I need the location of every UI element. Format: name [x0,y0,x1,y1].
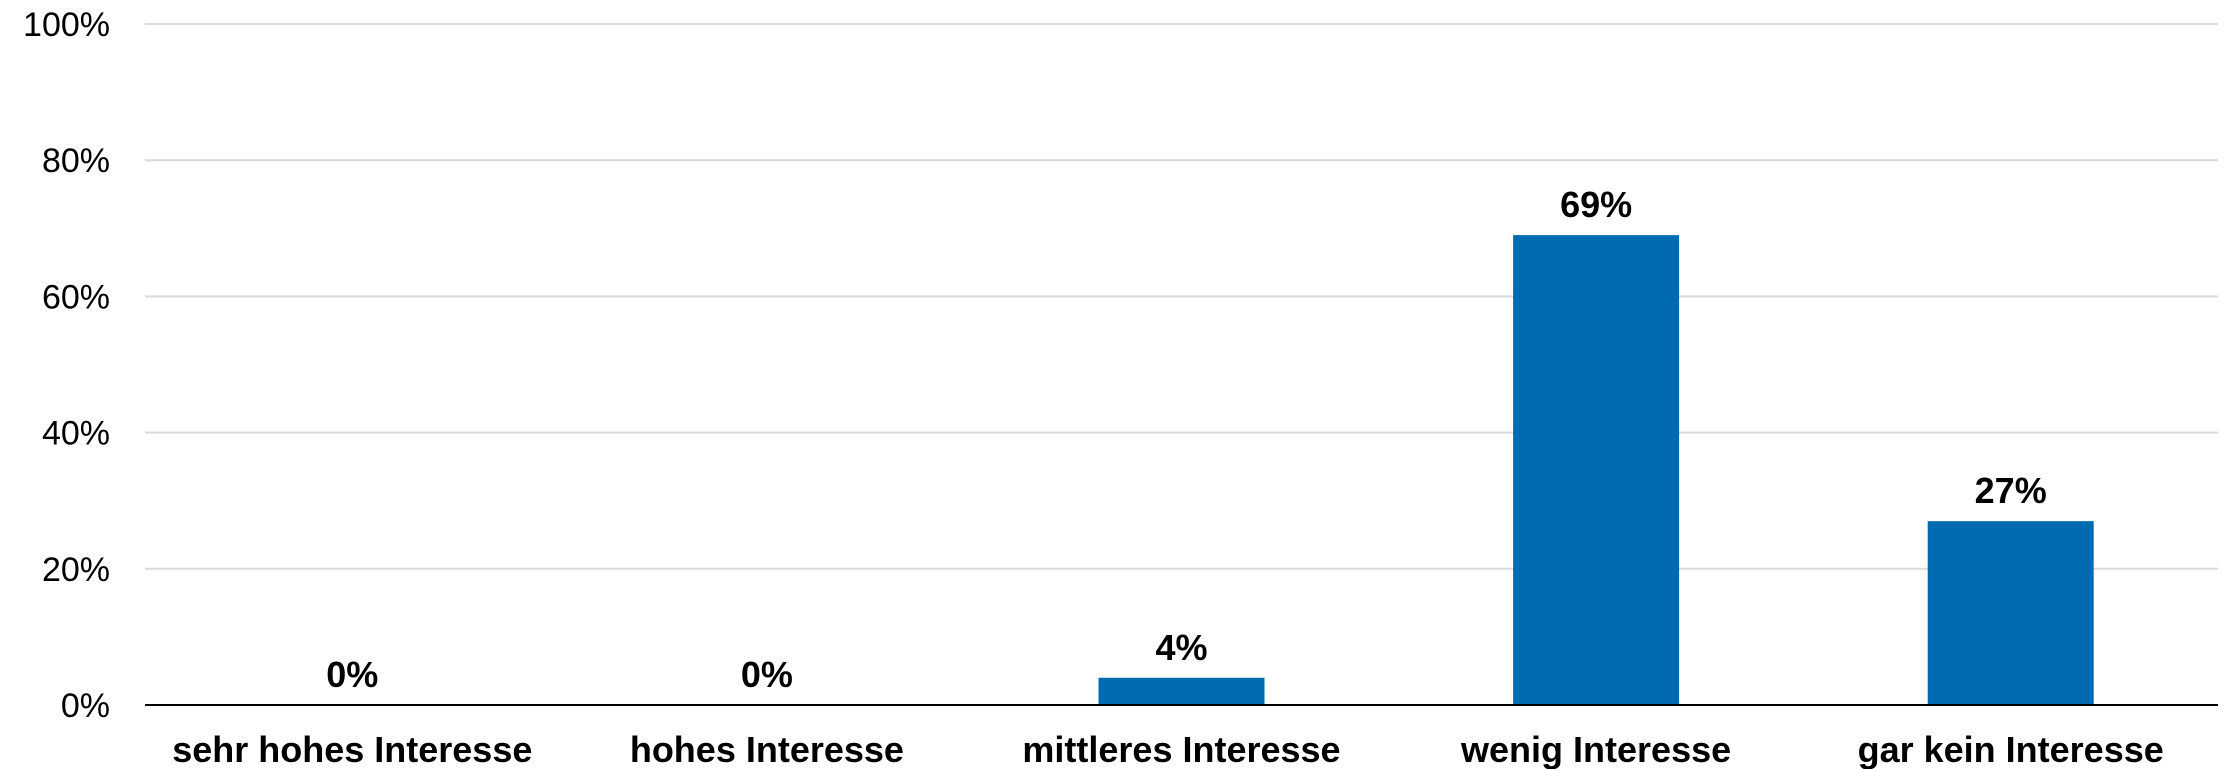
data-labels: 0% 0% 4% 69% 27% [326,184,2046,695]
category-label: mittleres Interesse [1022,729,1340,769]
data-label: 0% [326,654,378,695]
data-label: 27% [1975,470,2047,511]
y-tick-label: 40% [42,415,110,453]
y-axis-ticks: 0% 20% 40% 60% 80% 100% [23,6,110,725]
bar [1098,677,1265,705]
x-axis-labels: sehr hohes Interesse hohes Interesse mittl… [172,729,2164,769]
data-label: 0% [741,654,793,695]
y-tick-label: 0% [61,687,110,725]
y-tick-label: 100% [23,6,110,44]
data-label: 4% [1155,627,1207,668]
category-label: sehr hohes Interesse [172,729,532,769]
bar [1927,521,2094,705]
y-tick-label: 60% [42,278,110,316]
gridlines [145,23,2218,570]
data-label: 69% [1560,184,1632,225]
category-label: wenig Interesse [1460,729,1731,769]
y-tick-label: 80% [42,142,110,180]
y-tick-label: 20% [42,551,110,589]
category-label: hohes Interesse [630,729,904,769]
bar [1513,235,1680,706]
bars [1098,235,2094,706]
category-label: gar kein Interesse [1858,729,2164,769]
